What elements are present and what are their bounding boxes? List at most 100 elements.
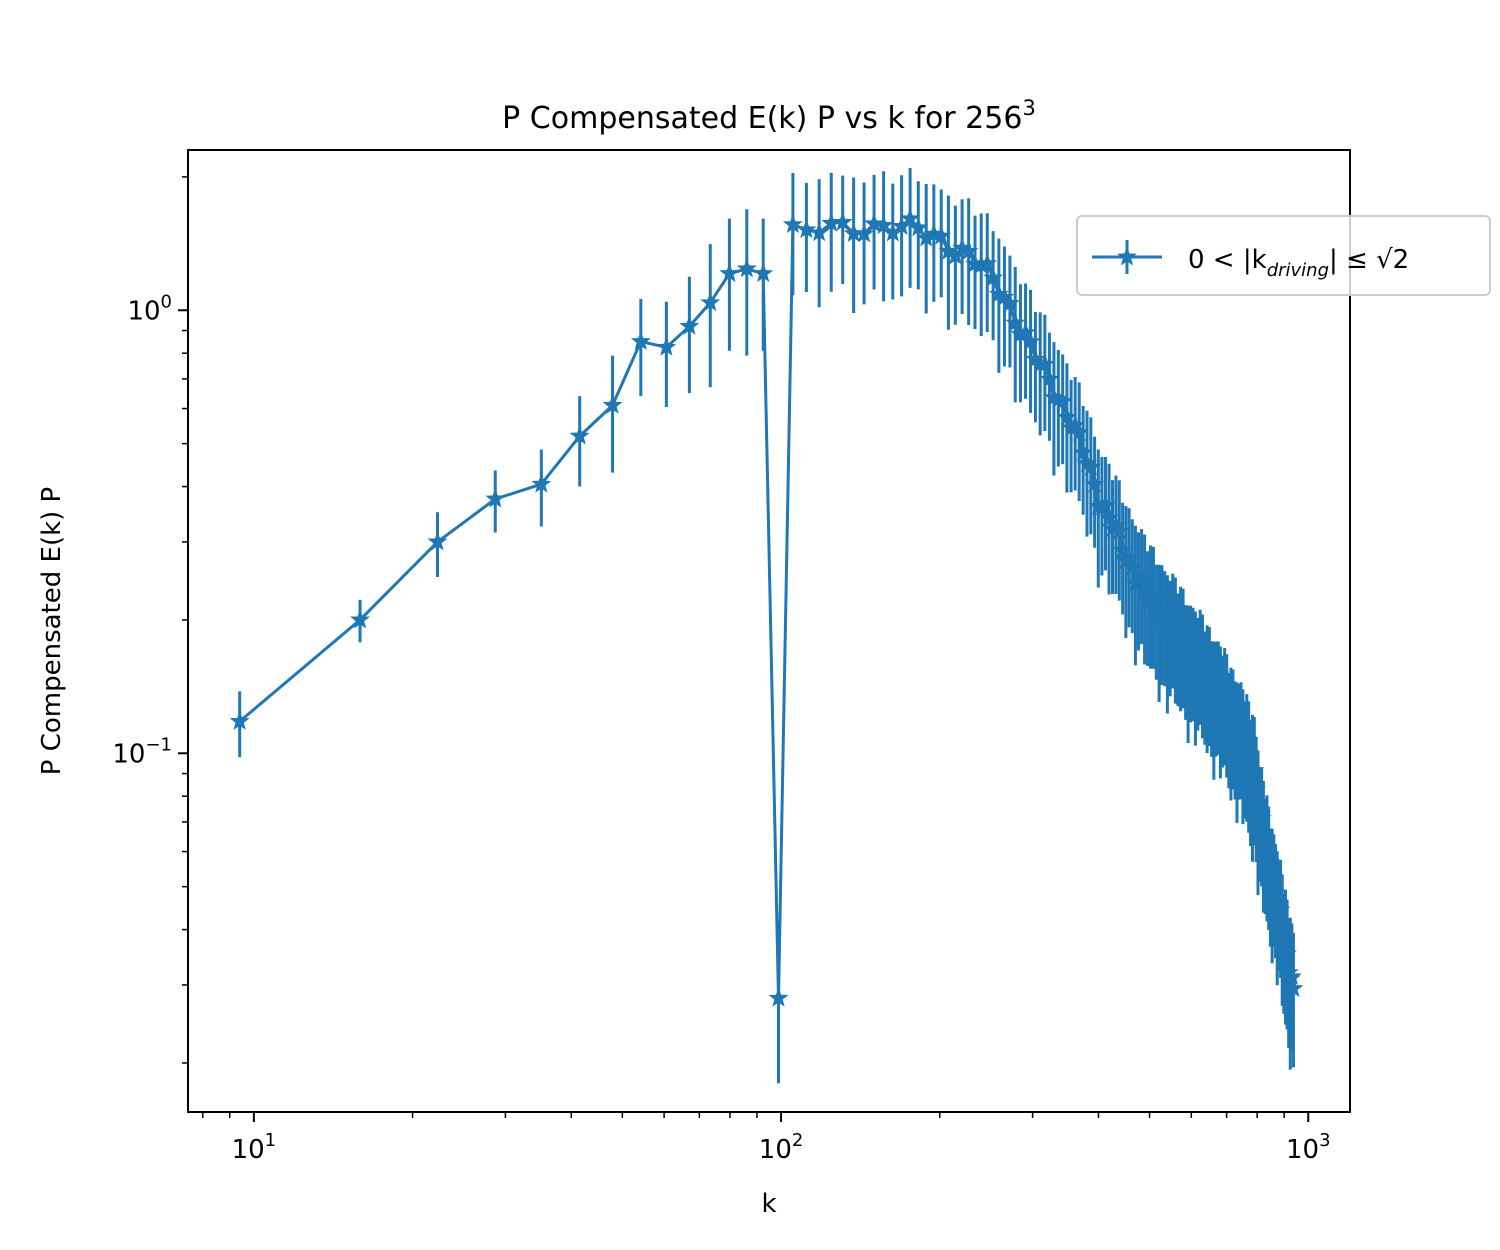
x-tick-label-base: 10 — [1286, 1135, 1319, 1165]
data-point-marker — [1162, 612, 1183, 632]
data-point-marker — [873, 215, 894, 234]
data-point-marker — [1246, 778, 1267, 798]
data-point-marker — [1069, 422, 1090, 442]
chart-title: P Compensated E(k) P vs k for 2563 — [502, 96, 1036, 136]
data-point-marker — [1281, 966, 1302, 986]
legend: 0 < |kdriving| ≤ √2 — [1076, 215, 1491, 296]
data-point-marker — [1238, 745, 1259, 765]
data-point-marker — [945, 245, 966, 265]
data-point-marker — [1015, 322, 1036, 342]
data-point-marker — [983, 267, 1004, 287]
data-point-marker — [854, 223, 874, 243]
data-point-marker — [656, 336, 677, 356]
data-point-marker — [719, 263, 740, 283]
data-point-marker — [1208, 679, 1229, 699]
data-point-marker — [736, 258, 757, 278]
x-tick-label: 102 — [759, 1130, 804, 1165]
data-point-marker — [958, 240, 979, 260]
data-point-marker — [900, 208, 921, 228]
chart-title-sup: 3 — [1022, 96, 1035, 120]
data-point-marker — [1173, 628, 1194, 648]
data-point-marker — [1258, 848, 1279, 868]
data-point-marker — [768, 987, 789, 1007]
data-point-marker — [1192, 656, 1213, 675]
data-point-marker — [1000, 293, 1020, 312]
data-point-marker — [977, 253, 998, 273]
data-point-marker — [832, 211, 853, 231]
data-point-marker — [1099, 507, 1119, 527]
error-bars — [238, 168, 1295, 1084]
data-point-marker — [1131, 567, 1152, 587]
data-point-marker — [1199, 667, 1220, 686]
data-point-marker — [1265, 882, 1286, 902]
data-point-marker — [1073, 442, 1094, 462]
data-point-marker — [1084, 473, 1105, 493]
data-point-marker — [753, 263, 774, 283]
data-point-marker — [229, 710, 250, 730]
data-point-marker — [1056, 406, 1077, 426]
data-point-marker — [1251, 808, 1272, 827]
x-tick-label-exp: 1 — [265, 1130, 276, 1151]
legend-marker — [1117, 246, 1137, 266]
data-point-marker — [1052, 391, 1073, 410]
data-point-marker — [1263, 872, 1284, 891]
chart-title-main: P Compensated E(k) P vs k for 256 — [502, 101, 1022, 136]
plot-frame — [187, 149, 1351, 1113]
data-point-marker — [1257, 837, 1277, 857]
data-point-marker — [1134, 578, 1155, 598]
data-point-marker — [1244, 760, 1265, 780]
data-point-marker — [1143, 587, 1164, 607]
data-point-marker — [931, 225, 952, 245]
y-tick-label-base: 10 — [112, 739, 145, 769]
y-tick-label-exp: 0 — [161, 291, 172, 312]
data-point-marker — [796, 219, 817, 239]
data-point-marker — [350, 609, 370, 629]
x-tick-label: 103 — [1286, 1130, 1331, 1165]
data-point-marker — [427, 531, 448, 551]
x-tick-label-base: 10 — [232, 1135, 265, 1165]
x-axis-label: k — [761, 1189, 776, 1219]
x-tick-label-exp: 3 — [1319, 1130, 1330, 1151]
data-point-marker — [1223, 709, 1243, 729]
y-tick-label: 10−1 — [112, 734, 172, 769]
data-point-marker — [1216, 695, 1237, 715]
data-point-marker — [1095, 495, 1116, 514]
legend-label-text: 0 < |k — [1188, 245, 1267, 275]
x-tick-label: 101 — [232, 1130, 277, 1165]
y-tick-label: 100 — [127, 291, 172, 326]
data-point-marker — [1034, 353, 1055, 373]
y-tick-label-exp: −1 — [145, 734, 172, 755]
data-point-marker — [485, 488, 506, 508]
data-point-marker — [908, 217, 929, 237]
data-point-marker — [1283, 978, 1304, 998]
x-tick-label-exp: 2 — [792, 1130, 803, 1151]
markers — [229, 208, 1304, 1007]
data-point-marker — [1109, 520, 1130, 540]
data-layer — [229, 168, 1304, 1084]
legend-handle — [1092, 240, 1162, 274]
data-point-marker — [1122, 557, 1143, 577]
legend-label-sub: driving — [1267, 260, 1329, 281]
data-point-marker — [1005, 312, 1026, 332]
data-point-marker — [602, 394, 623, 414]
data-point-marker — [1165, 619, 1186, 639]
data-point-marker — [1253, 825, 1274, 845]
data-point-marker — [1020, 331, 1041, 351]
legend-label: 0 < |kdriving| ≤ √2 — [1188, 245, 1409, 281]
data-point-marker — [864, 213, 884, 233]
data-point-marker — [1231, 721, 1251, 741]
data-point-marker — [1080, 456, 1101, 476]
data-point-marker — [782, 214, 803, 234]
x-tick-label-base: 10 — [759, 1135, 792, 1165]
data-point-marker — [531, 473, 552, 493]
y-axis-label: P Compensated E(k) P — [37, 487, 67, 775]
data-point-marker — [1039, 368, 1060, 388]
data-point-marker — [569, 425, 590, 445]
legend-box — [1076, 215, 1491, 296]
data-point-marker — [1270, 899, 1291, 919]
data-point-marker — [700, 292, 721, 312]
legend-label-tail: | ≤ √2 — [1329, 245, 1409, 275]
data-point-marker — [679, 315, 700, 335]
